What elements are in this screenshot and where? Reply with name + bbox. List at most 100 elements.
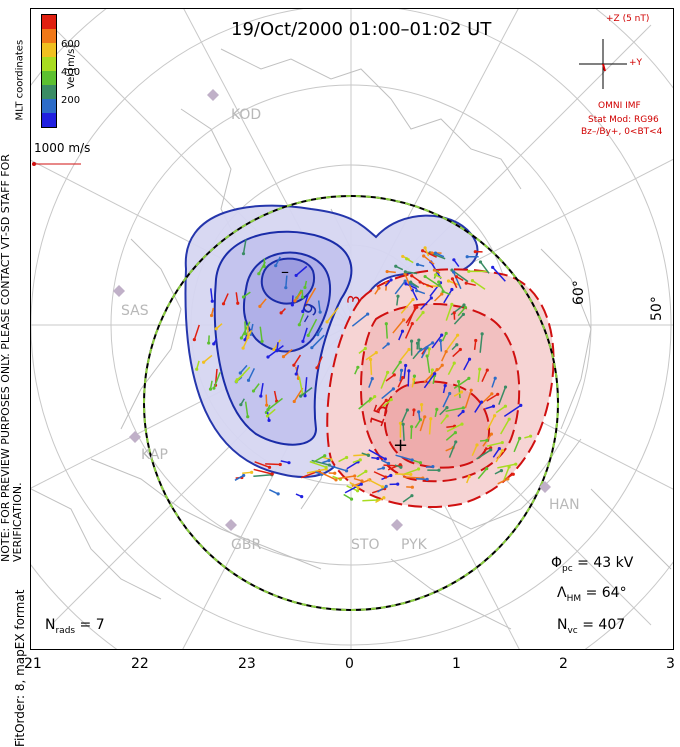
velocity-vector-origin	[478, 368, 481, 371]
velocity-vector-origin	[366, 312, 369, 315]
velocity-vector-origin	[400, 369, 403, 372]
velocity-vector-origin	[239, 371, 242, 374]
velocity-vector	[362, 500, 377, 501]
velocity-vector-origin	[235, 380, 238, 383]
velocity-vector-origin	[518, 437, 521, 440]
velocity-vector-origin	[462, 313, 465, 316]
velocity-vector-origin	[450, 303, 453, 306]
velocity-vector-origin	[434, 273, 437, 276]
velocity-vector-origin	[385, 399, 388, 402]
velocity-vector-origin	[387, 462, 390, 465]
velocity-vector-origin	[508, 418, 511, 421]
velocity-vector-origin	[424, 246, 427, 249]
hm-latitude: ΛHM = 64°	[557, 585, 627, 604]
velocity-vector-origin	[392, 387, 395, 390]
velocity-vector-origin	[360, 479, 363, 482]
velocity-vector-origin	[444, 384, 447, 387]
velocity-vector-origin	[412, 408, 415, 411]
velocity-vector-origin	[406, 408, 409, 411]
colorbar-segment	[42, 99, 56, 113]
velocity-vector-origin	[467, 270, 470, 273]
velocity-vector-origin	[461, 410, 464, 413]
velocity-vector-origin	[356, 486, 359, 489]
mlt-tick-label: 21	[24, 656, 42, 672]
velocity-vector-origin	[242, 346, 245, 349]
velocity-vector-origin	[413, 375, 416, 378]
velocity-vector-origin	[446, 414, 449, 417]
station-label-sto: STO	[351, 537, 379, 553]
velocity-vector-origin	[414, 306, 417, 309]
velocity-vector-origin	[448, 392, 451, 395]
latitude-label-60: 60°	[571, 280, 587, 305]
velocity-vector-origin	[479, 260, 482, 263]
station-label-gbr: GBR	[231, 537, 261, 553]
station-label-kap: KAP	[141, 447, 168, 463]
velocity-vector-origin	[259, 394, 262, 397]
velocity-vector-origin	[419, 461, 422, 464]
velocity-vector-origin	[504, 405, 507, 408]
velocity-vector-origin	[396, 482, 399, 485]
velocity-vector-origin	[431, 341, 434, 344]
colorbar-segment	[42, 71, 56, 85]
velocity-vector-origin	[429, 417, 432, 420]
velocity-vector-origin	[211, 300, 214, 303]
velocity-vector-origin	[445, 332, 448, 335]
velocity-vector-origin	[315, 366, 318, 369]
velocity-vector-origin	[402, 423, 405, 426]
velocity-vector-origin	[441, 290, 444, 293]
velocity-vector-origin	[475, 443, 478, 446]
velocity-vector-origin	[277, 492, 280, 495]
velocity-vector-origin	[430, 296, 433, 299]
imf-model: Stat Mod: RG96	[588, 115, 659, 125]
velocity-vector-origin	[422, 254, 425, 257]
velocity-vector-origin	[452, 270, 455, 273]
velocity-vector-origin	[494, 377, 497, 380]
colorbar-label: Vel [m/s]	[66, 45, 77, 89]
velocity-vector	[245, 321, 246, 333]
velocity-vector-origin	[292, 364, 295, 367]
velocity-scale-label: 1000 m/s	[34, 141, 90, 155]
imf-condition: Bz–/By+, 0<BT<4	[581, 127, 662, 137]
velocity-vector-origin	[359, 458, 362, 461]
station-label-sas: SAS	[121, 303, 149, 319]
velocity-vector	[371, 359, 372, 374]
velocity-vector-origin	[467, 377, 470, 380]
velocity-vector-origin	[404, 279, 407, 282]
velocity-vector-origin	[481, 332, 484, 335]
colorbar-tick-200: 200	[61, 95, 80, 106]
velocity-vector-origin	[356, 489, 359, 492]
velocity-vector-origin	[386, 270, 389, 273]
imf-source: OMNI IMF	[598, 101, 641, 111]
velocity-vector-origin	[301, 296, 304, 299]
num-vectors: Nvc = 407	[557, 617, 625, 636]
velocity-vector-origin	[345, 456, 348, 459]
mlt-tick-label: 22	[131, 656, 149, 672]
station-label-pyk: PYK	[401, 537, 427, 553]
velocity-vector-origin	[299, 395, 302, 398]
velocity-vector-origin	[369, 358, 372, 361]
velocity-vector-origin	[496, 393, 499, 396]
velocity-vector-origin	[417, 338, 420, 341]
velocity-vector-origin	[327, 459, 330, 462]
velocity-vector-origin	[212, 342, 215, 345]
velocity-vector-origin	[202, 361, 205, 364]
imf-dial	[579, 39, 627, 89]
colorbar-segment	[42, 43, 56, 57]
velocity-vector-origin	[437, 469, 440, 472]
velocity-vector-origin	[375, 351, 378, 354]
velocity-vector	[386, 324, 387, 339]
velocity-vector-origin	[416, 342, 419, 345]
velocity-vector-origin	[389, 474, 392, 477]
velocity-vector-origin	[295, 372, 298, 375]
velocity-vector-origin	[421, 311, 424, 314]
cross-polar-potential: Φpc = 43 kV	[551, 555, 633, 574]
velocity-vector-origin	[298, 323, 301, 326]
velocity-vector-origin	[431, 465, 434, 468]
velocity-vector-origin	[457, 380, 460, 383]
velocity-vector-origin	[325, 466, 328, 469]
num-radars: Nrads = 7	[45, 617, 105, 636]
station-label-han: HAN	[549, 497, 580, 513]
velocity-vector-origin	[450, 288, 453, 291]
velocity-vector-origin	[257, 272, 260, 275]
velocity-vector-origin	[411, 458, 414, 461]
